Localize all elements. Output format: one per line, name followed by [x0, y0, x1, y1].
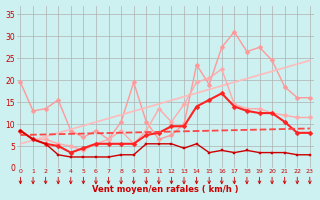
X-axis label: Vent moyen/en rafales ( km/h ): Vent moyen/en rafales ( km/h ) — [92, 185, 238, 194]
